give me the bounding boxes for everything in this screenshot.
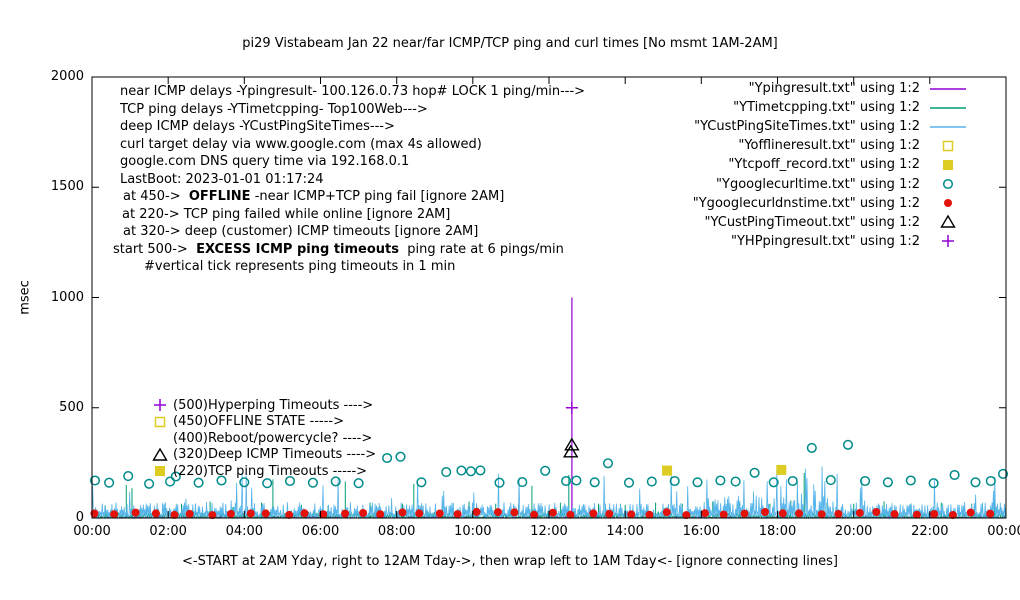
y-tick-label: 1500 [50, 179, 84, 195]
legend-item-YCustPingTimeout: "YCustPingTimeout.txt" using 1:2 [693, 213, 968, 232]
marker-key-item: (500)Hyperping Timeouts ----> [150, 396, 373, 414]
legend-label: "Yofflineresult.txt" using 1:2 [738, 138, 920, 154]
plus-sample-icon [942, 235, 954, 248]
plot-annotation-line: at 450-> OFFLINE -near ICMP+TCP ping fai… [123, 189, 505, 204]
x-tick-label: 14:00 [606, 524, 644, 539]
marker-key-label: (450)OFFLINE STATE -----> [173, 414, 344, 430]
legend-label: "Ygooglecurltime.txt" using 1:2 [716, 176, 920, 192]
marker-key-label: (500)Hyperping Timeouts ----> [173, 397, 374, 413]
x-tick-label: 04:00 [225, 524, 264, 539]
plot-annotation-line: google.com DNS query time via 192.168.0.… [120, 154, 410, 169]
triangle-open-icon [152, 447, 168, 461]
plot-annotation-line: #vertical tick represents ping timeouts … [144, 259, 456, 274]
legend-item-Ytcpoff_record: "Ytcpoff_record.txt" using 1:2 [693, 155, 968, 174]
plus-icon [154, 399, 166, 412]
plot-annotation-line: deep ICMP delays -YCustPingSiteTimes---> [120, 119, 395, 134]
legend-label: "YCustPingTimeout.txt" using 1:2 [704, 214, 920, 230]
line-sample-icon [930, 87, 966, 90]
x-tick-label: 06:00 [301, 524, 340, 539]
marker-key-item: (320)Deep ICMP Timeouts ----> [150, 446, 376, 464]
marker-key-item: (450)OFFLINE STATE -----> [150, 413, 344, 431]
plot-annotation-line: TCP ping delays -YTimetcpping- Top100Web… [120, 101, 428, 117]
x-tick-label: 16:00 [682, 524, 721, 539]
x-tick-label: 02:00 [149, 524, 187, 539]
x-tick-label: 20:00 [834, 524, 873, 539]
y-axis-ticks: 0 500 1000 1500 2000 [22, 0, 84, 600]
legend-label: "Ygooglecurldnstime.txt" using 1:2 [692, 195, 920, 211]
legend-label: "YCustPingSiteTimes.txt" using 1:2 [694, 119, 920, 135]
plot-annotation-line: at 220-> TCP ping failed while online [i… [122, 206, 451, 222]
plot-annotation-line: near ICMP delays -Ypingresult- 100.126.0… [120, 84, 586, 99]
circle-open-sample-icon [942, 178, 954, 190]
legend-item-YHPpingresult: "YHPpingresult.txt" using 1:2 [693, 232, 968, 251]
triangle-open-sample-icon [940, 214, 956, 228]
y-tick-label: 1000 [50, 289, 84, 305]
x-tick-label: 18:00 [758, 524, 797, 539]
plot-annotation-line: curl target delay via www.google.com (ma… [120, 136, 482, 152]
marker-key-label: (220)TCP ping Timeouts -----> [173, 463, 368, 479]
plot-annotation-line: start 500-> EXCESS ICMP ping timeouts pi… [113, 241, 564, 257]
chart-title: pi29 Vistabeam Jan 22 near/far ICMP/TCP … [242, 36, 778, 51]
square-filled-icon [155, 466, 165, 477]
x-tick-label: 10:00 [454, 524, 492, 539]
y-tick-label: 0 [75, 510, 84, 525]
line-sample-icon [930, 125, 966, 128]
legend-item-YCustPingSiteTimes: "YCustPingSiteTimes.txt" using 1:2 [693, 117, 968, 136]
circle-filled-sample-icon [944, 199, 952, 208]
x-tick-label: 00:00 [987, 524, 1020, 539]
plot-annotation-line: LastBoot: 2023-01-01 01:17:24 [120, 171, 324, 187]
marker-key-item: (220)TCP ping Timeouts -----> [150, 462, 367, 480]
x-tick-label: 08:00 [377, 524, 416, 539]
x-axis-ticks: 00:00 02:00 04:00 06:00 08:00 10:00 12:00 14:00… [0, 524, 1020, 540]
line-sample-icon [930, 106, 966, 109]
legend-item-Ypingresult: "Ypingresult.txt" using 1:2 [693, 79, 968, 98]
legend-item-Ygooglecurltime: "Ygooglecurltime.txt" using 1:2 [693, 174, 968, 193]
square-open-sample-icon [942, 140, 954, 152]
x-tick-label: 22:00 [911, 524, 949, 539]
x-tick-label: 12:00 [530, 524, 568, 539]
legend-item-YTimetcpping: "YTimetcpping.txt" using 1:2 [693, 98, 968, 117]
legend-label: "Ytcpoff_record.txt" using 1:2 [728, 157, 920, 173]
blank-icon [150, 429, 170, 447]
legend: "Ypingresult.txt" using 1:2 "YTimetcpping… [693, 79, 968, 251]
y-tick-label: 500 [59, 399, 84, 415]
y-tick-label: 2000 [50, 69, 84, 84]
legend-label: "YHPpingresult.txt" using 1:2 [731, 233, 920, 249]
legend-item-Yofflineresult: "Yofflineresult.txt" using 1:2 [693, 136, 968, 155]
x-tick-label: 00:00 [73, 524, 111, 539]
marker-key-label: (320)Deep ICMP Timeouts ----> [173, 447, 377, 463]
square-filled-sample-icon [943, 159, 953, 170]
legend-label: "Ypingresult.txt" using 1:2 [748, 81, 920, 97]
plot-annotation-line: at 320-> deep (customer) ICMP timeouts [… [123, 224, 479, 239]
marker-key-label: (400)Reboot/powercycle? ----> [173, 430, 373, 446]
marker-key-item: (400)Reboot/powercycle? ----> [150, 429, 372, 447]
square-open-icon [154, 416, 166, 427]
legend-item-Ygooglecurldnstime: "Ygooglecurldnstime.txt" using 1:2 [693, 194, 968, 213]
legend-label: "YTimetcpping.txt" using 1:2 [733, 100, 920, 116]
x-axis-label: <-START at 2AM Yday, right to 12AM Tday-… [182, 554, 838, 569]
